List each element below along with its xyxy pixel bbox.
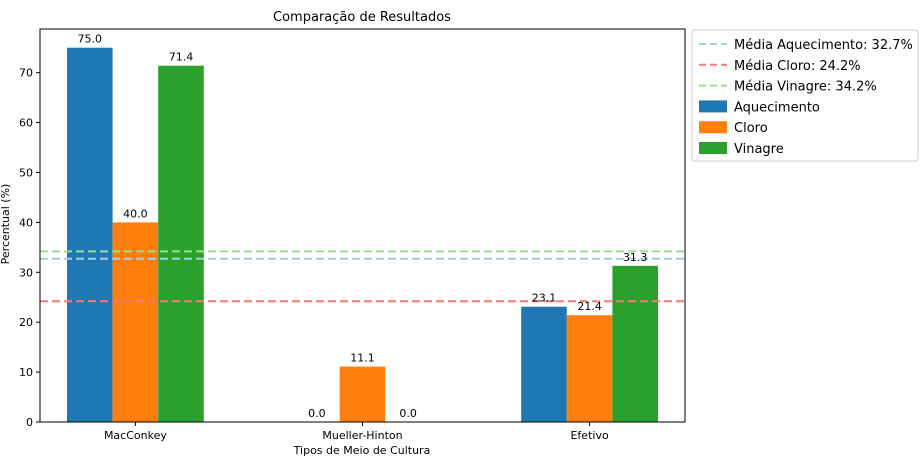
legend-label-reference-1: Média Aquecimento: 32.7% [734, 38, 913, 53]
y-axis-label: Percentual (%) [0, 184, 12, 265]
data-label-cloro-1: 40.0 [123, 207, 148, 220]
bar-vinagre-1 [158, 65, 204, 423]
data-label-vinagre-3: 31.3 [623, 251, 648, 264]
legend-swatch-vinagre [699, 142, 727, 154]
x-tick-label: Mueller-Hinton [322, 429, 402, 442]
bar-aquecimento-1 [67, 47, 113, 423]
y-tick-label: 40 [19, 216, 33, 229]
x-axis-label: Tipos de Meio de Cultura [293, 444, 431, 457]
legend: Média Aquecimento: 32.7% Média Cloro: 24.… [691, 29, 919, 162]
bar-cloro-1 [112, 222, 159, 422]
data-label-aquecimento-2: 0.0 [308, 407, 326, 420]
legend-label-aquecimento: Aquecimento [734, 100, 820, 115]
legend-box [691, 29, 919, 162]
data-label-aquecimento-1: 75.0 [78, 33, 103, 46]
y-tick-label: 10 [19, 366, 33, 379]
bar-cloro-3 [566, 315, 613, 422]
y-tick-label: 30 [19, 266, 33, 279]
data-label-vinagre-1: 71.4 [169, 51, 194, 64]
bar-vinagre-3 [612, 265, 658, 422]
data-label-cloro-2: 11.1 [350, 352, 375, 365]
y-tick-label: 50 [19, 166, 33, 179]
data-label-vinagre-2: 0.0 [399, 407, 417, 420]
data-label-aquecimento-3: 23.1 [532, 292, 557, 305]
x-tick-label: MacConkey [104, 429, 167, 442]
legend-swatch-aquecimento [699, 100, 727, 113]
plot-area: 75.0 0.0 23.1 40.0 11.1 21.4 71.4 0.0 31.3 0 10 20 3… [19, 28, 686, 442]
y-tick-label: 20 [19, 316, 33, 329]
legend-label-reference-3: Média Vinagre: 34.2% [734, 80, 877, 95]
y-tick-label: 70 [19, 67, 33, 80]
legend-label-cloro: Cloro [734, 121, 768, 136]
data-label-cloro-3: 21.4 [577, 300, 602, 313]
chart-title: Comparação de Resultados [273, 10, 451, 25]
legend-label-reference-2: Média Cloro: 24.2% [734, 59, 861, 74]
bar-aquecimento-3 [521, 306, 567, 422]
legend-swatch-cloro [699, 121, 727, 134]
legend-label-vinagre: Vinagre [734, 142, 784, 157]
y-tick-label: 60 [19, 117, 33, 130]
y-tick-label: 0 [26, 416, 33, 429]
bar-cloro-2 [339, 366, 386, 422]
x-tick-label: Efetivo [570, 429, 608, 442]
